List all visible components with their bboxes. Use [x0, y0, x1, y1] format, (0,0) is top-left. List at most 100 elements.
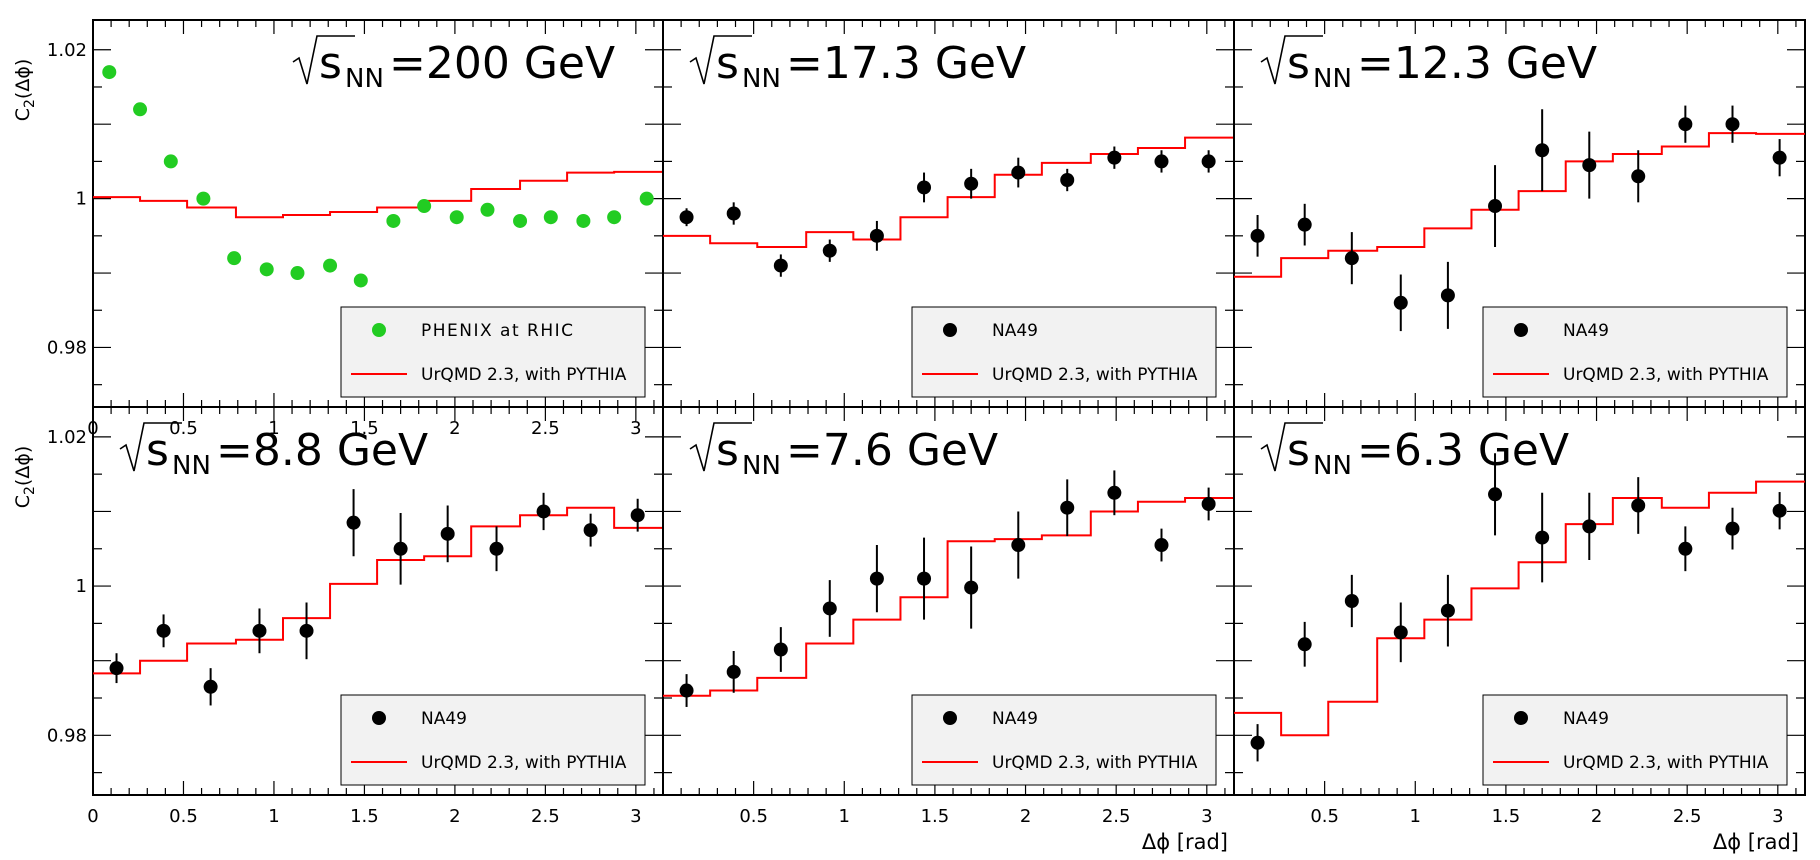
- data-point: [639, 191, 654, 206]
- data-point: [290, 266, 305, 281]
- x-tick-label: 0: [87, 806, 98, 827]
- x-tick-label: 3: [630, 806, 641, 827]
- data-point: [1201, 154, 1216, 169]
- data-point: [386, 213, 401, 228]
- legend-box: [1482, 306, 1788, 398]
- sqrt-sign: [689, 35, 752, 85]
- model-histogram-line: [93, 170, 663, 219]
- x-tick-label: 0.5: [739, 806, 768, 827]
- chart-panel-6: s NN =6.3 GeV NA49 UrQMD 2.3, with PYTHIA 0.5…: [1233, 406, 1806, 854]
- legend-label-line: UrQMD 2.3, with PYTHIA: [1563, 753, 1769, 773]
- legend-box: [340, 694, 646, 786]
- legend: NA49 UrQMD 2.3, with PYTHIA: [1482, 694, 1788, 786]
- energy-value: =7.6 GeV: [786, 425, 998, 476]
- x-tick-label: 3: [1772, 806, 1783, 827]
- energy-label: s NN =6.3 GeV: [1260, 422, 1569, 481]
- data-point: [583, 523, 598, 538]
- data-point: [1250, 735, 1265, 750]
- x-tick-label: 2.5: [531, 418, 560, 439]
- data-point: [543, 210, 558, 225]
- y-tick-label: 1: [76, 189, 87, 210]
- legend-label-points: NA49: [1563, 321, 1609, 341]
- data-point: [259, 262, 274, 277]
- data-point: [1107, 150, 1122, 165]
- model-histogram-line: [93, 506, 663, 675]
- legend-label-line: UrQMD 2.3, with PYTHIA: [1563, 365, 1769, 385]
- data-point: [822, 243, 837, 258]
- legend: NA49 UrQMD 2.3, with PYTHIA: [1482, 306, 1788, 398]
- data-point: [964, 176, 979, 191]
- data-point: [252, 623, 267, 638]
- x-tick-label: 0.5: [169, 418, 198, 439]
- legend-label-points: PHENIX at RHIC: [421, 321, 575, 341]
- energy-label: s NN =200 GeV: [292, 35, 615, 94]
- data-point: [1631, 169, 1646, 184]
- x-axis-label: Δϕ [rad]: [1142, 830, 1228, 854]
- energy-s: s: [716, 38, 739, 89]
- data-point: [726, 206, 741, 221]
- data-point: [1297, 217, 1312, 232]
- energy-subscript: NN: [345, 64, 384, 94]
- chart-panel-1: s NN =200 GeV PHENIX at RHIC UrQMD 2.3, with…: [12, 19, 664, 439]
- data-point: [1393, 625, 1408, 640]
- legend-marker-points: [372, 711, 386, 725]
- data-point: [440, 526, 455, 541]
- data-point: [203, 679, 218, 694]
- x-tick-label: 2: [1020, 806, 1031, 827]
- legend-label-line: UrQMD 2.3, with PYTHIA: [421, 753, 627, 773]
- data-point: [1344, 594, 1359, 608]
- x-tick-label: 1: [268, 418, 279, 439]
- data-point: [156, 623, 171, 638]
- legend-marker-points: [1514, 711, 1528, 725]
- data-point: [1488, 487, 1503, 502]
- data-point: [607, 210, 622, 225]
- data-point: [353, 273, 368, 288]
- x-tick-label: 2.5: [1673, 806, 1702, 827]
- x-tick-label: 1: [839, 806, 850, 827]
- model-histogram-line: [663, 136, 1234, 248]
- y-tick-label: 1: [76, 576, 87, 597]
- model-histogram-line: [1234, 480, 1805, 737]
- sqrt-sign: [1260, 35, 1323, 85]
- data-point: [576, 213, 591, 228]
- data-point: [1772, 150, 1787, 165]
- x-tick-label: 2.5: [531, 806, 560, 827]
- data-point: [1772, 503, 1787, 518]
- energy-label: s NN =12.3 GeV: [1260, 35, 1597, 94]
- x-tick-label: 2.5: [1102, 806, 1131, 827]
- data-point: [513, 213, 528, 228]
- legend: NA49 UrQMD 2.3, with PYTHIA: [340, 694, 646, 786]
- x-tick-label: 2: [449, 806, 460, 827]
- data-point: [1725, 521, 1740, 536]
- data-point: [1535, 143, 1550, 158]
- data-point: [393, 541, 408, 556]
- data-point: [869, 571, 884, 586]
- energy-subscript: NN: [1313, 64, 1352, 94]
- legend: NA49 UrQMD 2.3, with PYTHIA: [911, 694, 1217, 786]
- data-point: [869, 228, 884, 243]
- energy-s: s: [1287, 38, 1310, 89]
- data-point: [299, 623, 314, 638]
- data-point: [449, 210, 464, 225]
- energy-value: =200 GeV: [389, 38, 615, 89]
- data-point: [1678, 541, 1693, 556]
- x-tick-label: 1: [1410, 806, 1421, 827]
- legend-marker-points: [372, 323, 386, 337]
- legend-box: [340, 306, 646, 398]
- chart-panel-3: s NN =12.3 GeV NA49 UrQMD 2.3, with PYTHIA: [1233, 19, 1806, 408]
- energy-subscript: NN: [1313, 451, 1352, 481]
- energy-subscript: NN: [742, 451, 781, 481]
- legend-marker-points: [943, 323, 957, 337]
- data-point: [726, 664, 741, 679]
- legend-box: [911, 694, 1217, 786]
- data-point: [1107, 485, 1122, 500]
- y-axis-label: C2(Δϕ): [12, 446, 38, 509]
- data-point: [917, 571, 932, 586]
- model-histogram-line: [663, 497, 1234, 697]
- legend-box: [1482, 694, 1788, 786]
- sqrt-sign: [1260, 422, 1323, 472]
- data-point: [1631, 498, 1646, 513]
- legend: NA49 UrQMD 2.3, with PYTHIA: [911, 306, 1217, 398]
- data-point: [964, 580, 979, 595]
- data-point: [1201, 497, 1216, 511]
